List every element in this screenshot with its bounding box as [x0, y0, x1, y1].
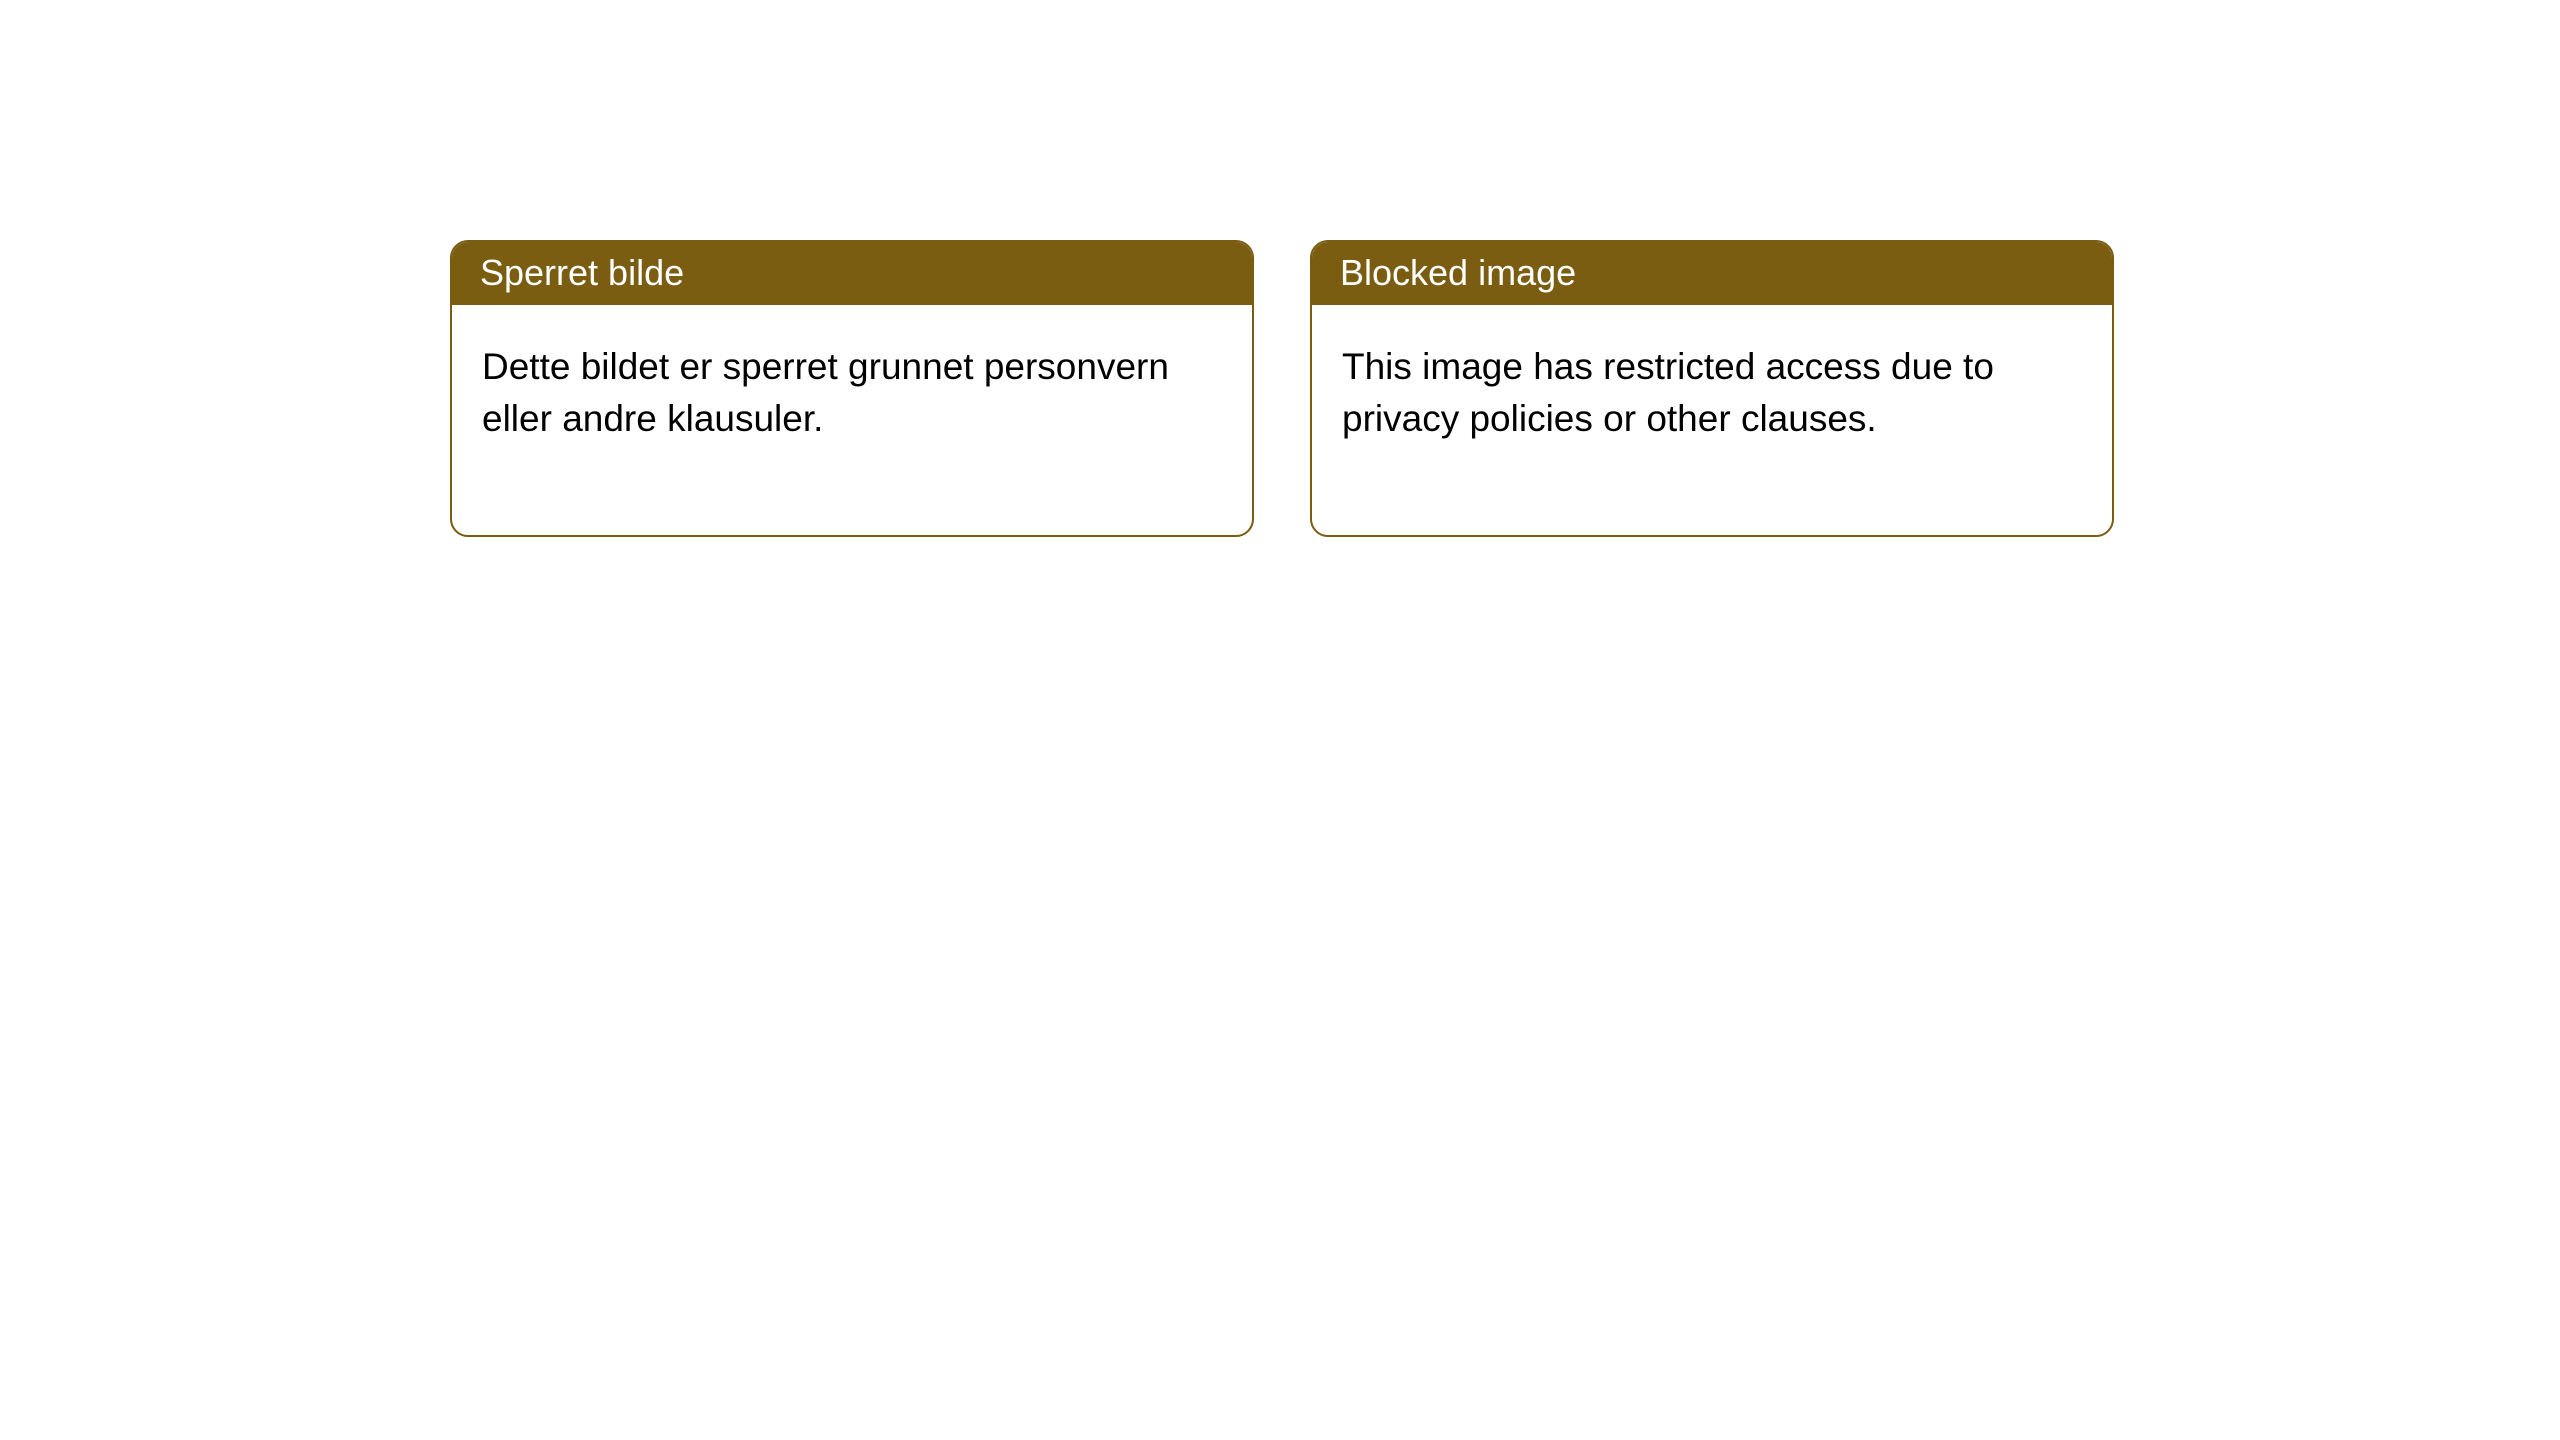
- notice-body: Dette bildet er sperret grunnet personve…: [452, 305, 1252, 535]
- notice-box-norwegian: Sperret bilde Dette bildet er sperret gr…: [450, 240, 1254, 537]
- notice-title: Sperret bilde: [452, 242, 1252, 305]
- notice-body: This image has restricted access due to …: [1312, 305, 2112, 535]
- notice-container: Sperret bilde Dette bildet er sperret gr…: [0, 0, 2560, 537]
- notice-title: Blocked image: [1312, 242, 2112, 305]
- notice-box-english: Blocked image This image has restricted …: [1310, 240, 2114, 537]
